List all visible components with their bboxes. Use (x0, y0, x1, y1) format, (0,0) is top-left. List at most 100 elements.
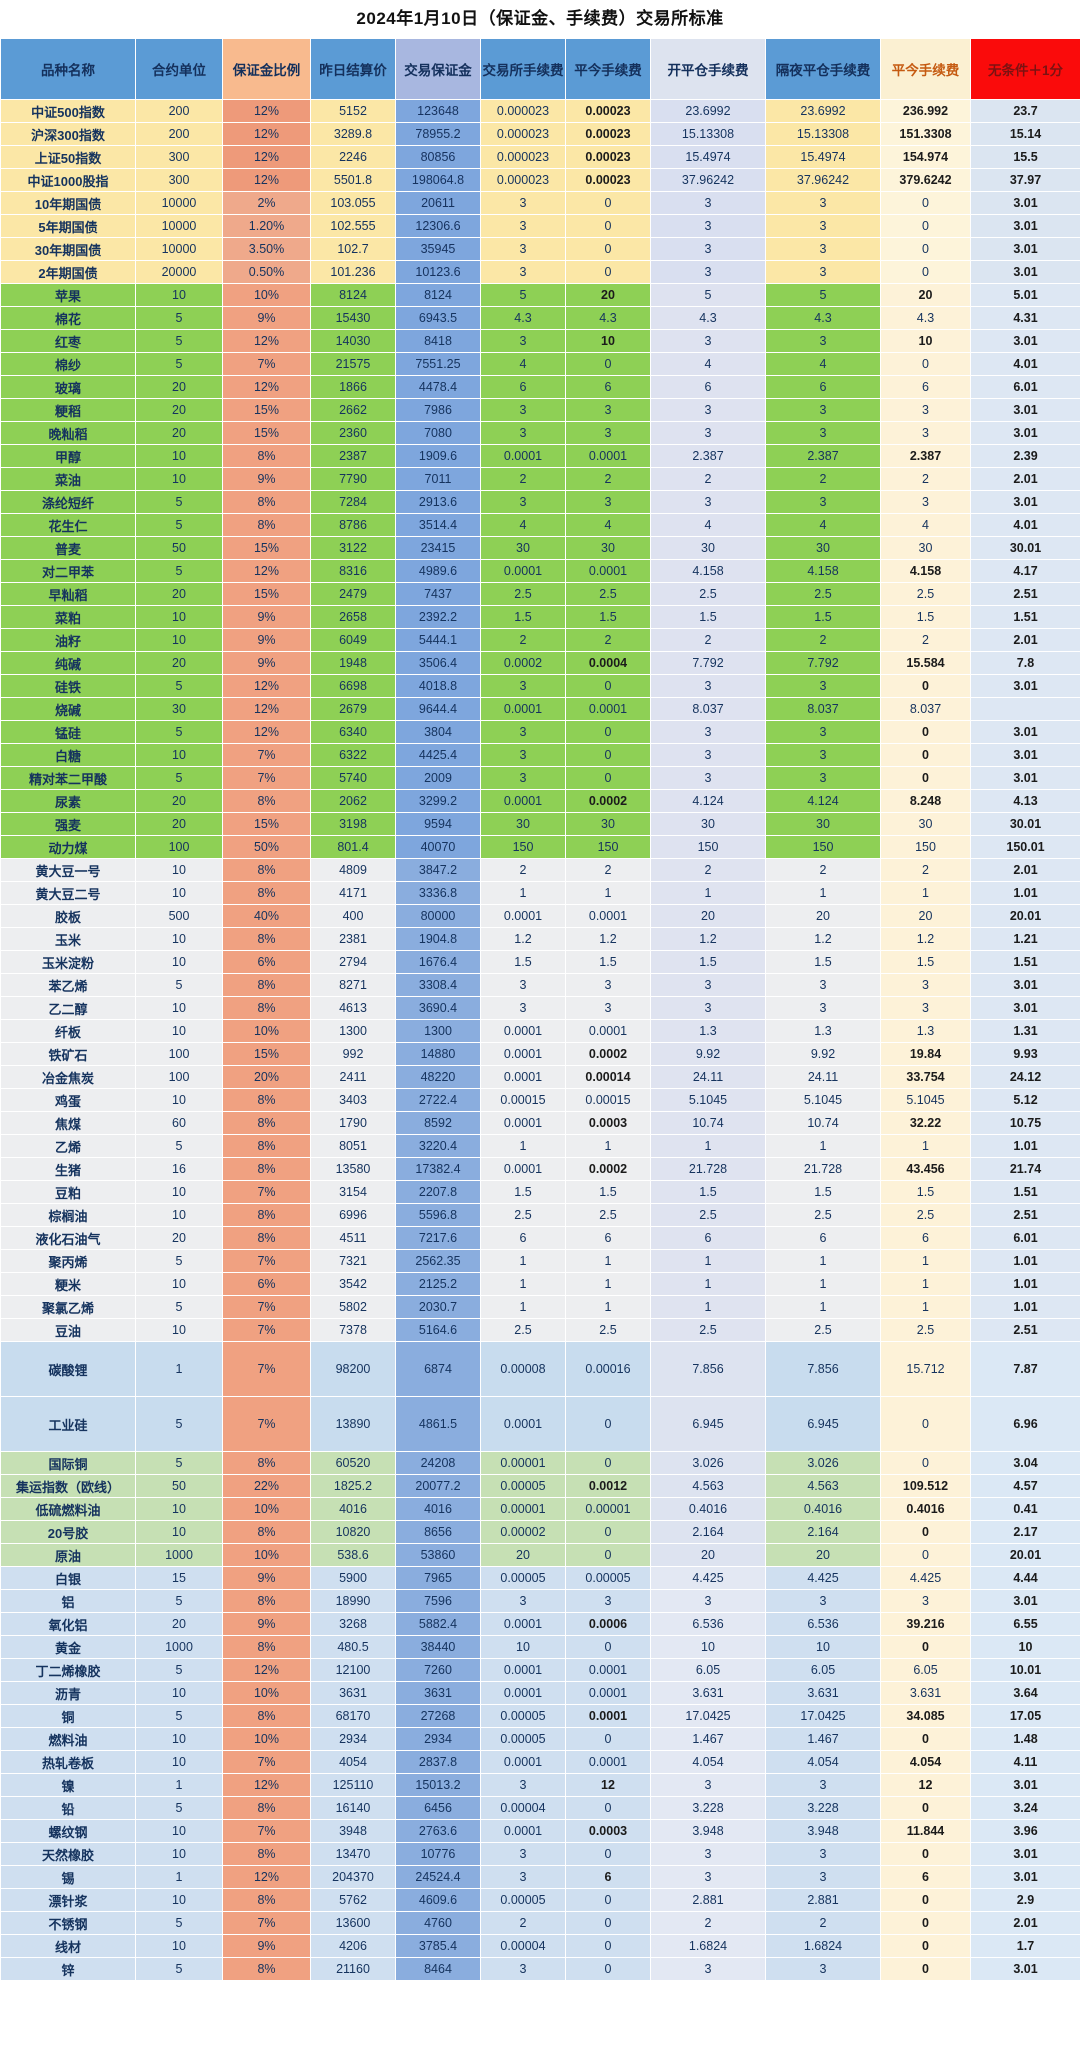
table-row[interactable]: 铜 5 8% 68170 27268 0.00005 0.0001 17.0425 17.042… (0, 1704, 1080, 1728)
table-row[interactable]: 5年期国债 10000 1.20% 102.555 12306.6 3 0 3 3 0 3.01 (0, 214, 1080, 238)
table-row[interactable]: 玻璃 20 12% 1866 4478.4 6 6 6 6 6 6.01 (0, 375, 1080, 399)
data-cell: 4.425 (650, 1566, 766, 1590)
data-cell: 15.13308 (650, 122, 766, 146)
table-row[interactable]: 乙二醇 10 8% 4613 3690.4 3 3 3 3 3 3.01 (0, 996, 1080, 1020)
table-row[interactable]: 涤纶短纤 5 8% 7284 2913.6 3 3 3 3 3 3.01 (0, 490, 1080, 514)
data-cell: 5 (135, 329, 223, 353)
table-row[interactable]: 焦煤 60 8% 1790 8592 0.0001 0.0003 10.74 10.74 32.2… (0, 1111, 1080, 1135)
data-cell: 1.5 (880, 950, 971, 974)
table-row[interactable]: 豆粕 10 7% 3154 2207.8 1.5 1.5 1.5 1.5 1.5 1.51 (0, 1180, 1080, 1204)
column-header-10[interactable]: 无条件＋1分 (970, 38, 1080, 100)
column-header-4[interactable]: 交易保证金 (395, 38, 481, 100)
table-row[interactable]: 棉纱 5 7% 21575 7551.25 4 0 4 4 0 4.01 (0, 352, 1080, 376)
column-header-9[interactable]: 平今手续费 (880, 38, 971, 100)
table-row[interactable]: 丁二烯橡胶 5 12% 12100 7260 0.0001 0.0001 6.05 6.05 6.… (0, 1658, 1080, 1682)
table-row[interactable]: 锰硅 5 12% 6340 3804 3 0 3 3 0 3.01 (0, 720, 1080, 744)
table-row[interactable]: 20号胶 10 8% 10820 8656 0.00002 0 2.164 2.164 0 2.17 (0, 1520, 1080, 1544)
table-row[interactable]: 油籽 10 9% 6049 5444.1 2 2 2 2 2 2.01 (0, 628, 1080, 652)
table-row[interactable]: 线材 10 9% 4206 3785.4 0.00004 0 1.6824 1.6824 0 1.7 (0, 1934, 1080, 1958)
table-row[interactable]: 红枣 5 12% 14030 8418 3 10 3 3 10 3.01 (0, 329, 1080, 353)
table-row[interactable]: 菜粕 10 9% 2658 2392.2 1.5 1.5 1.5 1.5 1.5 1.51 (0, 605, 1080, 629)
table-row[interactable]: 锡 1 12% 204370 24524.4 3 6 3 3 6 3.01 (0, 1865, 1080, 1889)
table-row[interactable]: 上证50指数 300 12% 2246 80856 0.000023 0.00023 15.4… (0, 145, 1080, 169)
table-row[interactable]: 液化石油气 20 8% 4511 7217.6 6 6 6 6 6 6.01 (0, 1226, 1080, 1250)
table-row[interactable]: 氧化铝 20 9% 3268 5882.4 0.0001 0.0006 6.536 6.536 3… (0, 1612, 1080, 1636)
table-row[interactable]: 铅 5 8% 16140 6456 0.00004 0 3.228 3.228 0 3.24 (0, 1796, 1080, 1820)
data-cell: 50% (222, 835, 311, 859)
data-cell: 6% (222, 950, 311, 974)
table-row[interactable]: 铁矿石 100 15% 992 14880 0.0001 0.0002 9.92 9.92 19.… (0, 1042, 1080, 1066)
table-row[interactable]: 沥青 10 10% 3631 3631 0.0001 0.0001 3.631 3.631 3.6… (0, 1681, 1080, 1705)
table-row[interactable]: 纯碱 20 9% 1948 3506.4 0.0002 0.0004 7.792 7.792 15… (0, 651, 1080, 675)
table-row[interactable]: 尿素 20 8% 2062 3299.2 0.0001 0.0002 4.124 4.124 8.… (0, 789, 1080, 813)
table-row[interactable]: 2年期国债 20000 0.50% 101.236 10123.6 3 0 3 3 0 3.01 (0, 260, 1080, 284)
table-row[interactable]: 30年期国债 10000 3.50% 102.7 35945 3 0 3 3 0 3.01 (0, 237, 1080, 261)
table-row[interactable]: 10年期国债 10000 2% 103.055 20611 3 0 3 3 0 3.01 (0, 191, 1080, 215)
table-row[interactable]: 铝 5 8% 18990 7596 3 3 3 3 3 3.01 (0, 1589, 1080, 1613)
table-row[interactable]: 鸡蛋 10 8% 3403 2722.4 0.00015 0.00015 5.1045 5.10… (0, 1088, 1080, 1112)
column-header-1[interactable]: 合约单位 (135, 38, 223, 100)
column-header-5[interactable]: 交易所手续费 (480, 38, 566, 100)
table-row[interactable]: 苹果 10 10% 8124 8124 5 20 5 5 20 5.01 (0, 283, 1080, 307)
table-row[interactable]: 镍 1 12% 125110 15013.2 3 12 3 3 12 3.01 (0, 1773, 1080, 1797)
table-row[interactable]: 硅铁 5 12% 6698 4018.8 3 0 3 3 0 3.01 (0, 674, 1080, 698)
data-cell: 0.0001 (480, 559, 566, 583)
table-row[interactable]: 甲醇 10 8% 2387 1909.6 0.0001 0.0001 2.387 2.387 2.… (0, 444, 1080, 468)
table-row[interactable]: 对二甲苯 5 12% 8316 4989.6 0.0001 0.0001 4.158 4.158… (0, 559, 1080, 583)
table-row[interactable]: 漂针浆 10 8% 5762 4609.6 0.00005 0 2.881 2.881 0 2.9 (0, 1888, 1080, 1912)
data-cell: 1 (650, 1295, 766, 1319)
table-row[interactable]: 棉花 5 9% 15430 6943.5 4.3 4.3 4.3 4.3 4.3 4.31 (0, 306, 1080, 330)
table-row[interactable]: 低硫燃料油 10 10% 4016 4016 0.00001 0.00001 0.4016 0.… (0, 1497, 1080, 1521)
table-row[interactable]: 中证500指数 200 12% 5152 123648 0.000023 0.00023 23… (0, 99, 1080, 123)
table-row[interactable]: 燃料油 10 10% 2934 2934 0.00005 0 1.467 1.467 0 1.48 (0, 1727, 1080, 1751)
table-row[interactable]: 动力煤 100 50% 801.4 40070 150 150 150 150 150 150.01 (0, 835, 1080, 859)
table-row[interactable]: 乙烯 5 8% 8051 3220.4 1 1 1 1 1 1.01 (0, 1134, 1080, 1158)
table-row[interactable]: 原油 1000 10% 538.6 53860 20 0 20 20 0 20.01 (0, 1543, 1080, 1567)
table-row[interactable]: 粳米 10 6% 3542 2125.2 1 1 1 1 1 1.01 (0, 1272, 1080, 1296)
table-row[interactable]: 黄金 1000 8% 480.5 38440 10 0 10 10 0 10 (0, 1635, 1080, 1659)
table-row[interactable]: 工业硅 5 7% 13890 4861.5 0.0001 0 6.945 6.945 0 6.96 (0, 1396, 1080, 1452)
table-row[interactable]: 白糖 10 7% 6322 4425.4 3 0 3 3 0 3.01 (0, 743, 1080, 767)
table-row[interactable]: 不锈钢 5 7% 13600 4760 2 0 2 2 0 2.01 (0, 1911, 1080, 1935)
table-row[interactable]: 精对苯二甲酸 5 7% 5740 2009 3 0 3 3 0 3.01 (0, 766, 1080, 790)
table-row[interactable]: 热轧卷板 10 7% 4054 2837.8 0.0001 0.0001 4.054 4.054… (0, 1750, 1080, 1774)
table-row[interactable]: 聚丙烯 5 7% 7321 2562.35 1 1 1 1 1 1.01 (0, 1249, 1080, 1273)
table-row[interactable]: 集运指数（欧线） 50 22% 1825.2 20077.2 0.00005 0.0012 4… (0, 1474, 1080, 1498)
table-row[interactable]: 天然橡胶 10 8% 13470 10776 3 0 3 3 0 3.01 (0, 1842, 1080, 1866)
table-row[interactable]: 苯乙烯 5 8% 8271 3308.4 3 3 3 3 3 3.01 (0, 973, 1080, 997)
table-row[interactable]: 黄大豆一号 10 8% 4809 3847.2 2 2 2 2 2 2.01 (0, 858, 1080, 882)
table-row[interactable]: 烧碱 30 12% 2679 9644.4 0.0001 0.0001 8.037 8.037 8… (0, 697, 1080, 721)
column-header-6[interactable]: 平今手续费 (565, 38, 651, 100)
table-row[interactable]: 碳酸锂 1 7% 98200 6874 0.00008 0.00016 7.856 7.856 1… (0, 1341, 1080, 1397)
table-row[interactable]: 冶金焦炭 100 20% 2411 48220 0.0001 0.00014 24.11 24.… (0, 1065, 1080, 1089)
table-row[interactable]: 生猪 16 8% 13580 17382.4 0.0001 0.0002 21.728 21.7… (0, 1157, 1080, 1181)
table-row[interactable]: 晚籼稻 20 15% 2360 7080 3 3 3 3 3 3.01 (0, 421, 1080, 445)
table-row[interactable]: 菜油 10 9% 7790 7011 2 2 2 2 2 2.01 (0, 467, 1080, 491)
table-row[interactable]: 沪深300指数 200 12% 3289.8 78955.2 0.000023 0.0002… (0, 122, 1080, 146)
table-row[interactable]: 黄大豆二号 10 8% 4171 3336.8 1 1 1 1 1 1.01 (0, 881, 1080, 905)
table-row[interactable]: 纤板 10 10% 1300 1300 0.0001 0.0001 1.3 1.3 1.3 1.31 (0, 1019, 1080, 1043)
column-header-7[interactable]: 开平仓手续费 (650, 38, 766, 100)
table-row[interactable]: 螺纹钢 10 7% 3948 2763.6 0.0001 0.0003 3.948 3.948 1… (0, 1819, 1080, 1843)
data-cell: 3 (765, 674, 881, 698)
table-row[interactable]: 普麦 50 15% 3122 23415 30 30 30 30 30 30.01 (0, 536, 1080, 560)
column-header-3[interactable]: 昨日结算价 (310, 38, 396, 100)
table-row[interactable]: 强麦 20 15% 3198 9594 30 30 30 30 30 30.01 (0, 812, 1080, 836)
table-row[interactable]: 玉米淀粉 10 6% 2794 1676.4 1.5 1.5 1.5 1.5 1.5 1.51 (0, 950, 1080, 974)
column-header-8[interactable]: 隔夜平仓手续费 (765, 38, 881, 100)
table-row[interactable]: 花生仁 5 8% 8786 3514.4 4 4 4 4 4 4.01 (0, 513, 1080, 537)
table-row[interactable]: 粳稻 20 15% 2662 7986 3 3 3 3 3 3.01 (0, 398, 1080, 422)
table-row[interactable]: 早籼稻 20 15% 2479 7437 2.5 2.5 2.5 2.5 2.5 2.51 (0, 582, 1080, 606)
table-row[interactable]: 豆油 10 7% 7378 5164.6 2.5 2.5 2.5 2.5 2.5 2.51 (0, 1318, 1080, 1342)
table-row[interactable]: 锌 5 8% 21160 8464 3 0 3 3 0 3.01 (0, 1957, 1080, 1981)
table-row[interactable]: 玉米 10 8% 2381 1904.8 1.2 1.2 1.2 1.2 1.2 1.21 (0, 927, 1080, 951)
table-row[interactable]: 国际铜 5 8% 60520 24208 0.00001 0 3.026 3.026 0 3.04 (0, 1451, 1080, 1475)
table-row[interactable]: 中证1000股指 300 12% 5501.8 198064.8 0.000023 0.00… (0, 168, 1080, 192)
table-row[interactable]: 棕榈油 10 8% 6996 5596.8 2.5 2.5 2.5 2.5 2.5 2.51 (0, 1203, 1080, 1227)
table-row[interactable]: 聚氯乙烯 5 7% 5802 2030.7 1 1 1 1 1 1.01 (0, 1295, 1080, 1319)
data-cell: 1.20% (222, 214, 311, 238)
column-header-2[interactable]: 保证金比例 (222, 38, 311, 100)
column-header-0[interactable]: 品种名称 (0, 38, 136, 100)
table-row[interactable]: 胶板 500 40% 400 80000 0.0001 0.0001 20 20 20 20.01 (0, 904, 1080, 928)
table-row[interactable]: 白银 15 9% 5900 7965 0.00005 0.00005 4.425 4.425 4.… (0, 1566, 1080, 1590)
